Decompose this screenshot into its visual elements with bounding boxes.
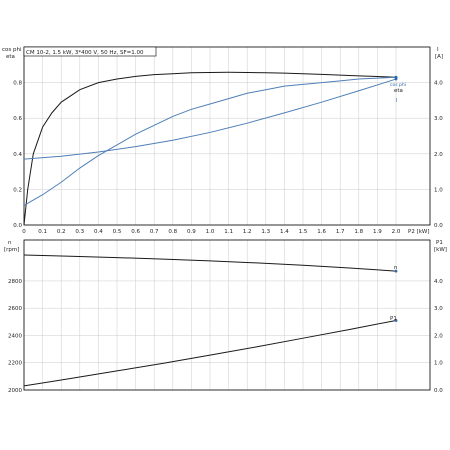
top-series-cos-phi-line <box>23 76 397 206</box>
info-box-text: CM 10-2, 1.5 kW, 3*400 V, 50 Hz, SF=1.00 <box>26 50 144 56</box>
bottom-end-point-marker <box>394 319 398 322</box>
bottom-left-axis-title-1: n <box>8 240 12 246</box>
label-cos-phi: cos phi <box>390 82 406 88</box>
top-left-tick-label: 0.8 <box>13 81 22 87</box>
bottom-series <box>23 254 398 387</box>
top-left-tick-label: 0.0 <box>13 223 22 229</box>
top-left-tick-label: 0.4 <box>13 152 22 158</box>
x-tick-label: 0.1 <box>38 229 47 235</box>
x-tick-label: 1.1 <box>224 229 233 235</box>
top-left-tick-label: 0.6 <box>13 116 22 122</box>
x-tick-label: 1.4 <box>280 229 289 235</box>
top-left-tick-label: 0.2 <box>13 187 22 193</box>
bottom-series-n-line <box>23 254 397 272</box>
bottom-frame <box>23 239 431 391</box>
bottom-left-tick-label: 2000 <box>8 388 22 394</box>
x-tick-label: 1.5 <box>299 229 308 235</box>
bottom-chart: 2000 2200 2400 2600 2800 0.0 1.0 2.0 3.0 4.0 n [r… <box>4 239 447 394</box>
top-left-axis-title-2: eta <box>6 54 15 60</box>
bottom-right-tick-label: 3.0 <box>434 306 443 312</box>
x-tick-label: 0.8 <box>168 229 177 235</box>
bottom-right-tick-label: 1.0 <box>434 361 443 367</box>
bottom-left-axis-title-2: [rpm] <box>4 247 19 253</box>
bottom-grid: 2000 2200 2400 2600 2800 0.0 1.0 2.0 3.0 4.0 <box>8 240 443 394</box>
bottom-right-tick-label: 2.0 <box>434 333 443 339</box>
info-box <box>23 46 157 57</box>
bottom-right-axis-title-1: P1 <box>436 240 443 246</box>
bottom-left-tick-label: 2800 <box>8 279 22 285</box>
bottom-right-axis-title-2: [kW] <box>434 247 447 253</box>
x-tick-label: 1.8 <box>354 229 363 235</box>
x-tick-label: 0.2 <box>57 229 66 235</box>
bottom-right-tick-label: 0.0 <box>434 388 443 394</box>
top-right-tick-label: 1.0 <box>434 187 443 193</box>
top-right-tick-label: 3.0 <box>434 116 443 122</box>
top-right-tick-label: 2.0 <box>434 152 443 158</box>
top-right-tick-label: 0.0 <box>434 223 443 229</box>
top-right-axis-title-2: [A] <box>435 54 443 60</box>
x-tick-label: 1.3 <box>261 229 270 235</box>
x-tick-label: 1.7 <box>336 229 345 235</box>
x-tick-label: 0.4 <box>94 229 103 235</box>
top-series <box>23 71 398 226</box>
bottom-end-point-marker <box>394 269 398 273</box>
x-tick-label: 1.6 <box>317 229 326 235</box>
bottom-left-tick-label: 2600 <box>8 306 22 312</box>
label-current: I <box>396 98 397 104</box>
bottom-series-p1-line <box>23 319 397 387</box>
x-tick-label: 0.7 <box>150 229 159 235</box>
x-tick-label: 0 <box>22 229 26 235</box>
x-tick-label: 0.3 <box>75 229 84 235</box>
x-tick-label: 1.2 <box>243 229 252 235</box>
x-tick-label: 0.9 <box>187 229 196 235</box>
top-right-tick-label: 4.0 <box>434 81 443 87</box>
top-series-eta-line <box>23 71 397 226</box>
bottom-left-tick-label: 2200 <box>8 361 22 367</box>
top-end-point-marker <box>394 76 398 80</box>
x-tick-label: 0.5 <box>113 229 122 235</box>
top-x-axis-title: P2 [kW] <box>408 229 429 235</box>
x-tick-label: 1.9 <box>373 229 382 235</box>
top-frame <box>23 46 431 226</box>
bottom-left-tick-label: 2400 <box>8 333 22 339</box>
label-speed: n <box>394 265 398 271</box>
top-right-axis-title-1: I <box>437 47 439 53</box>
top-left-axis-title-1: cos phi <box>2 47 22 53</box>
bottom-right-tick-label: 4.0 <box>434 279 443 285</box>
x-tick-label: 2.0 <box>392 229 401 235</box>
label-p1: P1 <box>390 316 397 322</box>
top-series-i-line <box>23 78 397 160</box>
x-tick-label: 0.6 <box>131 229 140 235</box>
x-tick-label: 1.0 <box>206 229 215 235</box>
label-eta: eta <box>394 88 403 94</box>
top-chart: 0.0 0.2 0.4 0.6 0.8 0.0 1.0 2.0 3.0 4.0 0 0.1 0.2 0.3… <box>2 46 443 235</box>
